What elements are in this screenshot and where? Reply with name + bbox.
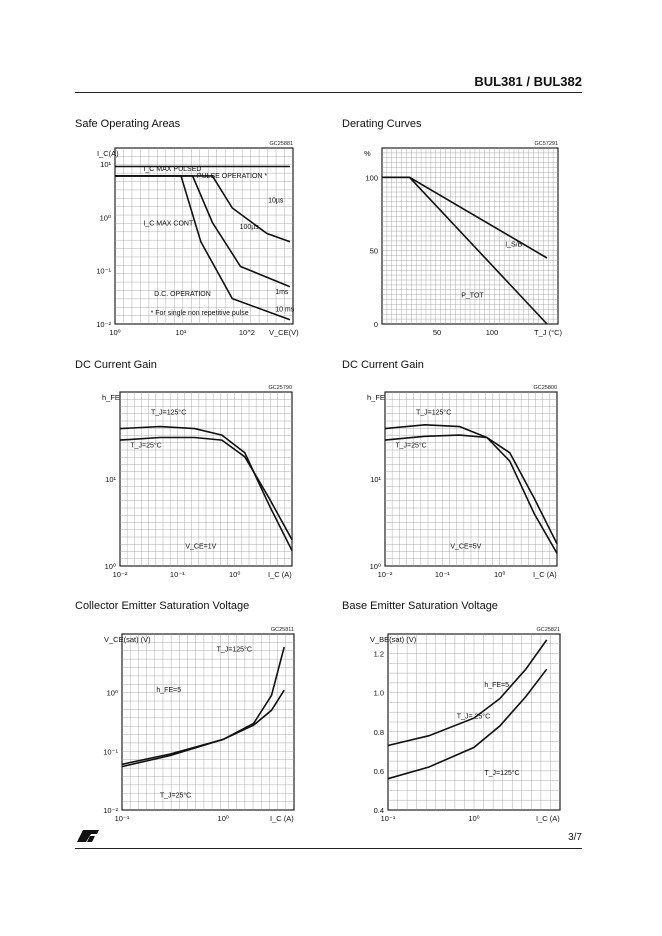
- soa-y-axis-label: I_C(A): [97, 149, 119, 158]
- section-title-vcesat: Collector Emitter Saturation Voltage: [75, 600, 250, 612]
- soa-annotation: 10 ms: [275, 307, 295, 314]
- doc-title: BUL381 / BUL382: [474, 74, 582, 89]
- soa-series-line-3: [115, 175, 291, 321]
- hfe5-figure-code: GC25800: [533, 385, 557, 391]
- vcesat-series-line-0: [121, 646, 285, 766]
- vcesat-plot-frame: [121, 633, 295, 811]
- vbesat-series-line-0: [387, 639, 548, 747]
- hfe1-y-tick-label: 10⁰: [105, 562, 116, 571]
- derating-annotation: I_S/B: [505, 242, 522, 249]
- soa-annotation: 1ms: [275, 289, 289, 296]
- hfe1-figure-code: GC25790: [268, 385, 292, 391]
- derating-y-tick-label: 100: [365, 173, 378, 182]
- hfe1-y-axis-label: h_FE: [102, 393, 120, 402]
- vbesat-y-tick-label: 0.4: [374, 806, 384, 815]
- derating-x-tick-label: 100: [486, 328, 499, 337]
- hfe1-y-tick-label: 10¹: [105, 475, 116, 484]
- page-number: 3/7: [568, 832, 582, 843]
- derating-annotation: P_TOT: [461, 293, 484, 300]
- soa-plot-frame: [114, 147, 294, 325]
- st-logo: [75, 828, 101, 849]
- section-title-soa: Safe Operating Areas: [75, 118, 181, 130]
- vbesat-y-tick-label: 1.2: [374, 650, 384, 659]
- vcesat-figure-code: GC25811: [271, 627, 294, 633]
- header-rule: [75, 92, 582, 93]
- hfe1-x-tick-label: 10⁰: [229, 570, 240, 579]
- hfe1-annotation: T_J=125°C: [151, 409, 186, 417]
- soa-figure-code: GC25881: [269, 141, 293, 147]
- vcesat-x-axis-label: I_C (A): [270, 814, 294, 823]
- derating-y-tick-label: 0: [374, 320, 378, 329]
- vbesat-annotation: T_J=125°C: [484, 769, 519, 777]
- vbesat-series-line-1: [387, 668, 548, 780]
- section-title-derating: Derating Curves: [342, 118, 422, 130]
- section-title-hfe5: DC Current Gain: [342, 359, 424, 371]
- hfe1-x-axis-label: I_C (A): [268, 570, 292, 579]
- soa-x-tick-label: 10¹: [176, 328, 187, 337]
- vcesat-x-tick-label: 10⁰: [218, 814, 229, 823]
- hfe1-x-tick-label: 10⁻²: [113, 570, 128, 579]
- soa-y-tick-label: 10¹: [100, 160, 111, 169]
- soa-x-axis-label: V_CE(V): [269, 328, 299, 337]
- vbesat-y-axis-label: V_BE(sat) (V): [370, 635, 417, 644]
- vcesat-annotation: T_J=125°C: [217, 646, 252, 654]
- vbesat-x-tick-label: 10⁰: [468, 814, 479, 823]
- hfe1-annotation: T_J=25°C: [130, 442, 161, 450]
- derating-y-axis-label: %: [364, 149, 371, 158]
- derating-x-tick-label: 50: [433, 328, 441, 337]
- hfe1-series-line-0: [119, 425, 293, 552]
- hfe5-x-tick-label: 10⁻²: [378, 570, 393, 579]
- hfe5-annotation: T_J=25°C: [395, 442, 426, 450]
- soa-annotation: PULSE OPERATION *: [197, 173, 268, 180]
- soa-annotation: I_C MAX PULSED: [143, 166, 201, 173]
- section-title-vbesat: Base Emitter Saturation Voltage: [342, 600, 498, 612]
- vbesat-x-tick-label: 10⁻¹: [381, 814, 396, 823]
- hfe1-x-tick-label: 10⁻¹: [170, 570, 185, 579]
- vbesat-figure-code: GC25821: [536, 627, 560, 633]
- hfe5-x-tick-label: 10⁻¹: [435, 570, 450, 579]
- derating-series-line-1: [382, 176, 548, 325]
- hfe5-annotation: T_J=125°C: [416, 409, 451, 417]
- hfe1-series-line-1: [119, 436, 293, 541]
- vbesat-x-axis-label: I_C (A): [536, 814, 560, 823]
- vcesat-annotation: h_FE=5: [156, 687, 181, 694]
- vbesat-annotation: h_FE=5: [484, 682, 509, 689]
- hfe5-y-tick-label: 10¹: [370, 475, 381, 484]
- hfe5-x-tick-label: 10⁰: [494, 570, 505, 579]
- vbesat-y-tick-label: 1.0: [374, 689, 384, 698]
- soa-x-tick-label: 10^2: [239, 328, 255, 337]
- soa-y-tick-label: 10⁻²: [96, 320, 111, 329]
- vcesat-y-tick-label: 10⁻¹: [103, 747, 118, 756]
- soa-y-tick-label: 10⁰: [100, 213, 111, 222]
- hfe5-y-tick-label: 10⁰: [370, 562, 381, 571]
- vbesat-y-tick-label: 0.6: [374, 767, 384, 776]
- soa-annotation: D.C. OPERATION: [154, 291, 211, 298]
- hfe1-annotation: V_CE=1V: [185, 544, 216, 551]
- vcesat-y-tick-label: 10⁰: [107, 689, 118, 698]
- soa-x-tick-label: 10⁰: [109, 328, 120, 337]
- soa-annotation: 10µs: [268, 198, 284, 205]
- soa-annotation: * For single non repetitive pulse: [151, 310, 249, 317]
- derating-figure-code: GC57291: [534, 141, 558, 147]
- derating-x-axis-label: T_J (°C): [534, 328, 562, 337]
- hfe5-annotation: V_CE=5V: [450, 544, 481, 551]
- soa-y-tick-label: 10⁻¹: [96, 267, 111, 276]
- hfe5-series-line-1: [384, 434, 558, 545]
- derating-y-tick-label: 50: [370, 247, 378, 256]
- section-title-hfe1: DC Current Gain: [75, 359, 157, 371]
- hfe5-x-axis-label: I_C (A): [533, 570, 557, 579]
- vbesat-y-tick-label: 0.8: [374, 728, 384, 737]
- vcesat-y-tick-label: 10⁻²: [103, 806, 118, 815]
- vbesat-annotation: T_J= 25°C: [457, 712, 490, 720]
- vcesat-y-axis-label: V_CE(sat) (V): [104, 635, 151, 644]
- soa-annotation: 100µs: [240, 224, 260, 231]
- vcesat-annotation: T_J=25°C: [160, 792, 191, 800]
- soa-annotation: I_C MAX CONT: [143, 220, 194, 227]
- hfe5-y-axis-label: h_FE: [367, 393, 385, 402]
- vcesat-series-line-1: [121, 689, 285, 768]
- footer-rule: [75, 848, 582, 849]
- vcesat-x-tick-label: 10⁻¹: [115, 814, 130, 823]
